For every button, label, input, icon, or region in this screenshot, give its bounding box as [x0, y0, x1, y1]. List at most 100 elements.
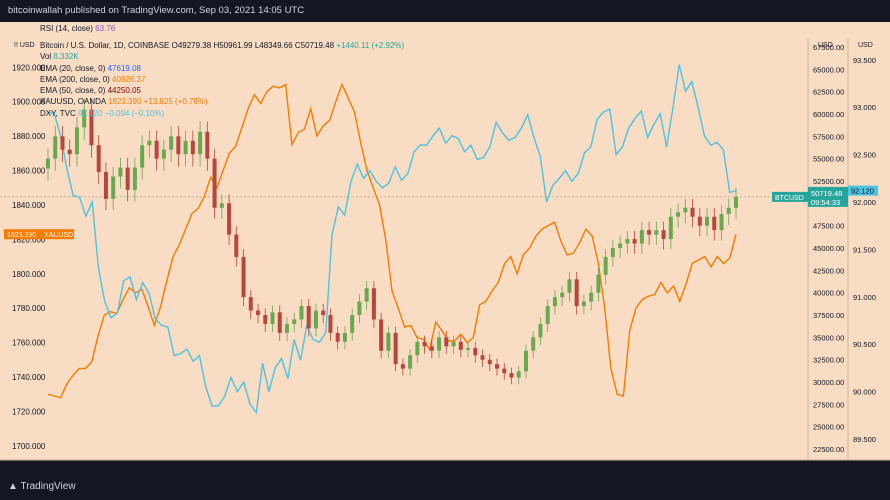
legend-xau[interactable]: XAUUSD, OANDA 1823.390 +13.825 (+0.76%) — [40, 96, 404, 107]
xauusd-tag-label: XAUUSD — [44, 232, 73, 239]
dxy-label: DXY, TVC — [40, 108, 76, 118]
candle-body — [284, 323, 289, 333]
left-axis-tick: 1760.000 — [12, 339, 46, 348]
candle-body — [632, 239, 637, 244]
candle-body — [654, 230, 659, 235]
dxy-axis-tick: 92.500 — [853, 151, 876, 160]
candle-body — [67, 149, 72, 155]
ema50-label: EMA (50, close, 0) — [40, 86, 106, 96]
legend-vol[interactable]: Vol 8.332K — [40, 51, 404, 62]
btc-axis-unit: USD — [818, 42, 833, 49]
legend-ema200[interactable]: EMA (200, close, 0) 40826.37 — [40, 74, 404, 85]
xau-label: XAUUSD, OANDA — [40, 97, 106, 107]
candle-body — [618, 243, 623, 248]
candle-body — [111, 176, 116, 199]
ema50-value: 44250.05 — [107, 86, 141, 96]
xauusd-price-tag: 1823.390 — [7, 232, 36, 239]
ema20-label: EMA (20, close, 0) — [40, 63, 106, 73]
left-axis-tick: 1900.000 — [12, 98, 46, 107]
candle-body — [248, 297, 253, 311]
candle-body — [205, 131, 210, 159]
candle-body — [458, 341, 463, 350]
candle-body — [466, 348, 471, 350]
candle-body — [277, 312, 282, 333]
time-axis-tick: May — [170, 463, 184, 472]
btc-axis-tick: 42500.00 — [813, 266, 844, 275]
btc-axis-tick: 27500.00 — [813, 400, 844, 409]
footer-bar: ▲ TradingView — [0, 476, 890, 500]
btc-axis-tick: 35000.00 — [813, 333, 844, 342]
btc-price-axis[interactable]: 22500.00 25000.00 27500.00 30000.00 32500.00… — [813, 43, 844, 454]
candle-body — [531, 337, 536, 351]
dxy-axis-tick: 92.000 — [853, 198, 876, 207]
left-price-axis[interactable]: 1700.000 1720.000 1740.000 1760.000 1780.000… — [12, 63, 46, 451]
dxy-axis-tick: 89.500 — [853, 435, 876, 444]
btc-axis-tick: 52500.00 — [813, 177, 844, 186]
candle-body — [219, 203, 224, 208]
btc-legend-name: Bitcoin / U.S. Dollar, 1D, COINBASE — [40, 41, 170, 50]
candle-body — [103, 172, 108, 199]
left-axis-tick: 1720.000 — [12, 408, 46, 417]
candle-body — [610, 248, 615, 257]
candle-body — [712, 216, 717, 231]
left-axis-tick: 1920.000 — [12, 63, 46, 72]
time-axis-tick: 19 — [526, 463, 534, 472]
candle-body — [256, 310, 261, 316]
time-axis[interactable]: 19 May 17 Jun 14 Jul 19 Aug 16 Sep 13 Z A B — [25, 463, 870, 472]
candle-body — [719, 214, 724, 231]
candle-body — [328, 315, 333, 333]
candle-body — [306, 306, 311, 329]
candle-body — [596, 274, 601, 293]
candle-body — [357, 301, 362, 316]
candle-body — [198, 131, 203, 155]
dxy-value: 92.120 — [77, 108, 103, 118]
candle-body — [495, 364, 500, 369]
dxy-price-tag: 92.120 — [851, 187, 874, 196]
time-axis-tick: 13 — [777, 463, 785, 472]
vol-label: Vol — [40, 52, 52, 62]
time-axis-tick: Aug — [584, 463, 597, 472]
time-axis-tick: 19 — [117, 463, 125, 472]
grid-lines — [0, 38, 890, 461]
plot-area[interactable] — [0, 22, 890, 460]
candle-body — [647, 230, 652, 235]
xau-value: 1823.390 — [108, 97, 142, 107]
time-axis-tick: Jul — [446, 463, 456, 472]
tradingview-logo[interactable]: ▲ TradingView — [8, 481, 76, 492]
candle-body — [690, 207, 695, 217]
legend-ema20[interactable]: EMA (20, close, 0) 47619.08 — [40, 63, 404, 74]
dxy-price-axis[interactable]: 89.500 90.000 90.500 91.000 91.500 92.000 92.5… — [853, 56, 876, 444]
candle-body — [726, 207, 731, 215]
candle-body — [625, 239, 630, 244]
btc-legend-change: +1440.11 (+2.92%) — [336, 41, 405, 50]
dxy-line — [47, 64, 737, 415]
rsi-label: RSI (14, close) — [40, 24, 93, 33]
candle-body — [473, 348, 478, 356]
legend-btc[interactable]: Bitcoin / U.S. Dollar, 1D, COINBASE O492… — [40, 40, 404, 51]
candle-body — [480, 355, 485, 360]
dxy-price-tag-bg — [848, 185, 878, 196]
candle-body — [560, 292, 565, 298]
btcusd-price-tag-bg — [808, 186, 848, 207]
candle-body — [241, 256, 246, 298]
left-axis-tick: 1780.000 — [12, 304, 46, 313]
candle-body — [509, 373, 514, 378]
legend-dxy[interactable]: DXY, TVC 92.120 −0.094 (−0.10%) — [40, 108, 404, 119]
xau-change: +13.825 (+0.76%) — [143, 97, 208, 107]
candle-body — [292, 319, 297, 324]
candle-body — [444, 337, 449, 347]
dxy-axis-unit: USD — [858, 42, 873, 49]
candle-body — [313, 310, 318, 329]
candle-body — [668, 216, 673, 240]
dxy-axis-tick: 93.000 — [853, 103, 876, 112]
candle-body — [212, 158, 217, 208]
dxy-axis-tick: 91.500 — [853, 245, 876, 254]
btc-legend-low: L48349.66 — [254, 41, 293, 50]
left-axis-tick: 1740.000 — [12, 373, 46, 382]
tv-brand: TradingView — [20, 481, 76, 492]
candle-body — [437, 337, 442, 351]
legend-ema50[interactable]: EMA (50, close, 0) 44250.05 — [40, 85, 404, 96]
time-axis-tick: 16 — [652, 463, 660, 472]
